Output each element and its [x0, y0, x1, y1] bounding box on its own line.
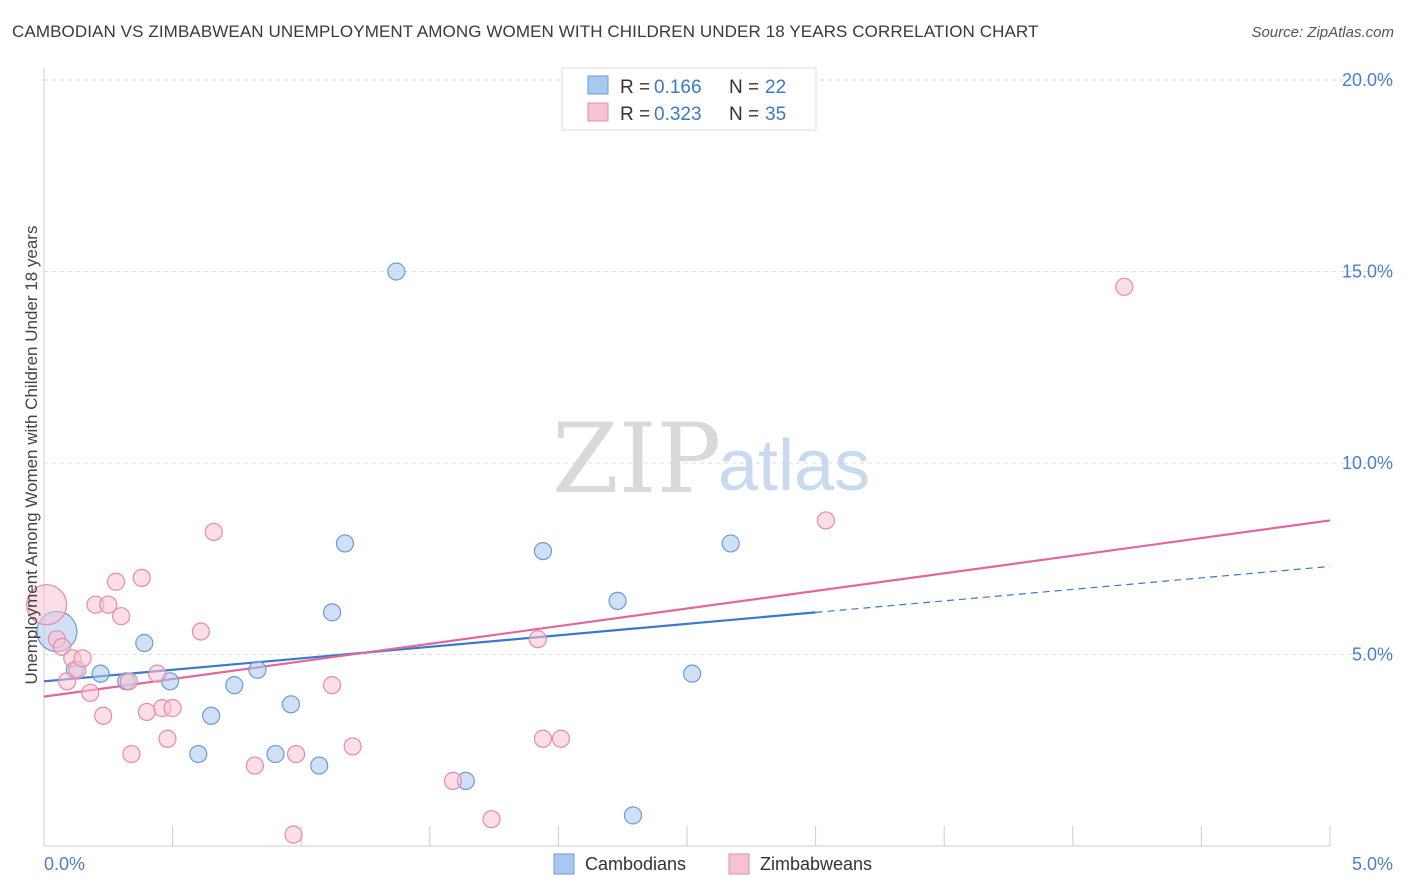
cambodians-point-18 [608, 591, 627, 610]
legend-n-label-2: N = [729, 104, 759, 125]
legend-n-label-1: N = [729, 77, 759, 98]
y-tick-label-10: 10.0% [1342, 453, 1393, 473]
y-axis-label: Unemployment Among Women with Children U… [22, 226, 41, 685]
legend-r-label-2: R = [620, 104, 650, 125]
zimbabweans-point-30 [528, 630, 547, 649]
cambodians-trend-line [43, 611, 816, 683]
cambodians-point-2 [91, 664, 110, 683]
legend-n-value-2: 35 [765, 104, 786, 125]
zimbabweans-point-19 [158, 729, 177, 748]
x-tick-label-max: 5.0% [1352, 854, 1393, 874]
zimbabweans-point-0 [25, 584, 68, 626]
zimbabweans-point-3 [58, 672, 77, 691]
zimbabweans-point-23 [245, 756, 265, 775]
zimbabweans-point-17 [148, 664, 167, 683]
zimbabweans-point-2 [52, 637, 72, 656]
legend-r-value-1: 0.166 [654, 77, 702, 98]
cambodians-point-19 [623, 806, 643, 825]
cambodians-point-10 [266, 744, 285, 764]
chart-title: CAMBODIAN VS ZIMBABWEAN UNEMPLOYMENT AMO… [12, 22, 1039, 41]
zimbabweans-point-22 [204, 522, 223, 542]
cambodians-point-6 [189, 744, 208, 764]
bottom-legend-swatch-zimbabweans [728, 853, 750, 875]
cambodians-point-7 [202, 706, 221, 725]
zimbabweans-point-15 [132, 568, 151, 588]
zimbabweans-point-34 [1115, 277, 1134, 296]
grid-lines [44, 79, 1392, 655]
cambodians-point-13 [322, 603, 342, 622]
zimbabweans-point-26 [322, 676, 342, 695]
cambodians-point-4 [135, 633, 154, 653]
bottom-legend: Cambodians Zimbabweans [553, 853, 872, 875]
cambodians-point-14 [335, 534, 355, 553]
cambodians-point-12 [310, 756, 329, 775]
data-points [25, 262, 1134, 844]
zimbabweans-point-9 [94, 706, 113, 725]
cambodians-point-20 [683, 664, 702, 683]
y-tick-label-5: 5.0% [1352, 645, 1393, 665]
watermark-zip: ZIP [552, 403, 721, 515]
bottom-legend-cambodians: Cambodians [585, 854, 686, 874]
legend-r-label-1: R = [620, 77, 650, 98]
zimbabweans-point-10 [99, 595, 118, 614]
zimbabweans-point-33 [816, 511, 835, 530]
tick-labels: 5.0% 10.0% 15.0% 20.0% 0.0% 5.0% [44, 70, 1393, 874]
legend-swatch-zimbabweans [587, 102, 609, 122]
zimbabweans-point-28 [443, 771, 463, 790]
cambodians-point-17 [533, 541, 553, 561]
zimbabweans-point-13 [119, 672, 138, 691]
watermark-atlas: atlas [718, 426, 870, 506]
zimbabweans-point-20 [163, 699, 182, 718]
x-tick-label-min: 0.0% [44, 854, 85, 874]
cambodians-point-15 [387, 262, 406, 281]
y-tick-label-20: 20.0% [1342, 70, 1393, 90]
cambodians-point-11 [281, 695, 301, 714]
bottom-legend-zimbabweans: Zimbabweans [760, 854, 872, 874]
axes [43, 68, 1331, 847]
zimbabweans-point-11 [106, 572, 126, 591]
legend-box: R = 0.166 N = 22 R = 0.323 N = 35 [561, 67, 817, 131]
watermark: ZIP atlas [552, 403, 870, 515]
zimbabweans-point-25 [286, 744, 306, 764]
zimbabweans-point-12 [112, 607, 131, 626]
zimbabweans-point-32 [551, 729, 571, 748]
zimbabweans-point-27 [343, 737, 362, 756]
cambodians-point-21 [721, 534, 740, 553]
legend-swatch-cambodians [587, 75, 609, 95]
cambodians-point-9 [248, 660, 267, 679]
cambodians-point-8 [225, 676, 244, 695]
legend-n-value-1: 22 [765, 77, 786, 98]
cambodians-trend-extension [815, 565, 1331, 613]
zimbabweans-point-14 [122, 744, 141, 764]
y-tick-label-15: 15.0% [1342, 262, 1393, 282]
zimbabweans-point-31 [533, 729, 553, 748]
zimbabweans-point-7 [81, 683, 100, 702]
zimbabweans-point-16 [137, 702, 156, 722]
zimbabweans-point-24 [284, 825, 303, 844]
source-label: Source: ZipAtlas.com [1251, 24, 1394, 41]
legend-r-value-2: 0.323 [654, 104, 702, 125]
zimbabweans-point-29 [482, 810, 501, 829]
zimbabweans-point-21 [191, 622, 210, 641]
bottom-legend-swatch-cambodians [553, 853, 575, 875]
zimbabweans-point-6 [73, 649, 92, 668]
